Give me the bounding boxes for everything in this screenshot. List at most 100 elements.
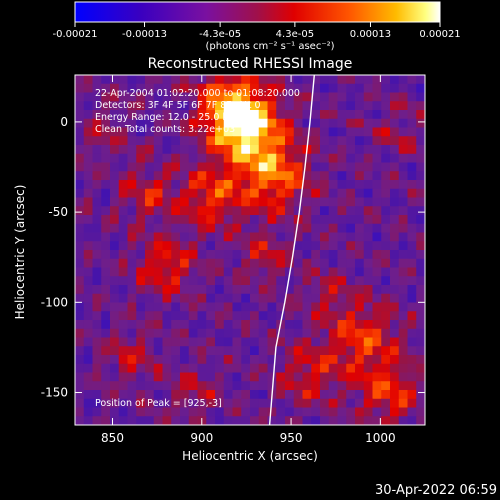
heatmap-cell	[188, 162, 199, 172]
heatmap-cell	[258, 110, 269, 120]
heatmap-cell	[197, 311, 207, 321]
heatmap-cell	[197, 398, 207, 409]
heatmap-cell	[145, 197, 155, 207]
heatmap-cell	[328, 250, 339, 260]
heatmap-cell	[250, 136, 260, 146]
heatmap-cell	[75, 241, 85, 251]
heatmap-cell	[398, 136, 409, 146]
heatmap-cell	[302, 407, 312, 417]
heatmap-cell	[267, 250, 277, 260]
heatmap-cell	[285, 258, 295, 269]
heatmap-cell	[328, 83, 339, 94]
heatmap-cell	[328, 302, 339, 312]
heatmap-cell	[407, 390, 417, 400]
heatmap-cell	[223, 92, 234, 102]
heatmap-cell	[390, 118, 400, 129]
heatmap-cell	[363, 372, 374, 382]
heatmap-cell	[197, 180, 207, 190]
heatmap-cell	[398, 302, 409, 312]
heatmap-cell	[92, 145, 102, 155]
heatmap-cell	[311, 180, 321, 190]
heatmap-cell	[250, 153, 260, 164]
heatmap-cell	[171, 188, 181, 199]
heatmap-cell	[188, 250, 199, 260]
heatmap-cell	[153, 258, 164, 269]
heatmap-cell	[101, 267, 111, 277]
heatmap-cell	[293, 145, 304, 155]
heatmap-cell	[180, 276, 190, 286]
heatmap-cell	[258, 285, 269, 295]
heatmap-cell	[83, 346, 94, 356]
heatmap-cell	[337, 75, 347, 85]
heatmap-cell	[363, 337, 374, 347]
heatmap-cell	[215, 215, 225, 225]
heatmap-cell	[188, 197, 199, 207]
heatmap-cell	[110, 320, 120, 330]
heatmap-cell	[223, 223, 234, 234]
heatmap-cell	[75, 136, 85, 146]
heatmap-cell	[118, 267, 129, 277]
heatmap-cell	[355, 311, 365, 321]
heatmap-cell	[267, 180, 277, 190]
heatmap-cell	[390, 136, 400, 146]
heatmap-cell	[363, 276, 374, 286]
heatmap-cell	[92, 241, 102, 251]
heatmap-cell	[75, 127, 85, 137]
heatmap-cell	[372, 83, 382, 94]
heatmap-cell	[153, 355, 164, 365]
heatmap-cell	[302, 127, 312, 137]
heatmap-cell	[206, 337, 216, 347]
heatmap-cell	[372, 381, 382, 391]
heatmap-cell	[118, 241, 129, 251]
heatmap-cell	[416, 416, 425, 425]
heatmap-cell	[328, 75, 339, 85]
heatmap-cell	[407, 223, 417, 234]
heatmap-cell	[223, 188, 234, 199]
heatmap-cell	[372, 311, 382, 321]
heatmap-cell	[407, 75, 417, 85]
heatmap-cell	[171, 398, 181, 409]
heatmap-cell	[346, 110, 356, 120]
heatmap-cell	[101, 355, 111, 365]
heatmap-cell	[223, 390, 234, 400]
heatmap-cell	[101, 180, 111, 190]
heatmap-cell	[398, 258, 409, 269]
heatmap-cell	[258, 153, 269, 164]
heatmap-cell	[197, 381, 207, 391]
heatmap-cell	[118, 276, 129, 286]
heatmap-cell	[250, 127, 260, 137]
heatmap-cell	[232, 136, 242, 146]
heatmap-cell	[153, 197, 164, 207]
heatmap-cell	[355, 250, 365, 260]
heatmap-cell	[311, 372, 321, 382]
heatmap-cell	[83, 390, 94, 400]
heatmap-cell	[101, 101, 111, 111]
heatmap-cell	[223, 75, 234, 85]
heatmap-cell	[302, 346, 312, 356]
heatmap-cell	[110, 390, 120, 400]
heatmap-cell	[390, 328, 400, 339]
heatmap-cell	[118, 215, 129, 225]
heatmap-cell	[416, 398, 425, 409]
heatmap-cell	[197, 293, 207, 304]
heatmap-cell	[223, 355, 234, 365]
heatmap-cell	[241, 197, 251, 207]
heatmap-cell	[83, 302, 94, 312]
heatmap-cell	[101, 293, 111, 304]
heatmap-cell	[337, 398, 347, 409]
heatmap-cell	[215, 188, 225, 199]
heatmap-cell	[110, 372, 120, 382]
heatmap-cell	[276, 171, 286, 181]
heatmap-cell	[83, 250, 94, 260]
heatmap-cell	[258, 206, 269, 216]
heatmap-cell	[136, 346, 146, 356]
heatmap-cell	[241, 311, 251, 321]
heatmap-cell	[92, 293, 102, 304]
heatmap-cell	[285, 250, 295, 260]
heatmap-cell	[162, 293, 172, 304]
heatmap-cell	[276, 110, 286, 120]
heatmap-cell	[162, 355, 172, 365]
heatmap-cell	[153, 285, 164, 295]
heatmap-cell	[267, 171, 277, 181]
